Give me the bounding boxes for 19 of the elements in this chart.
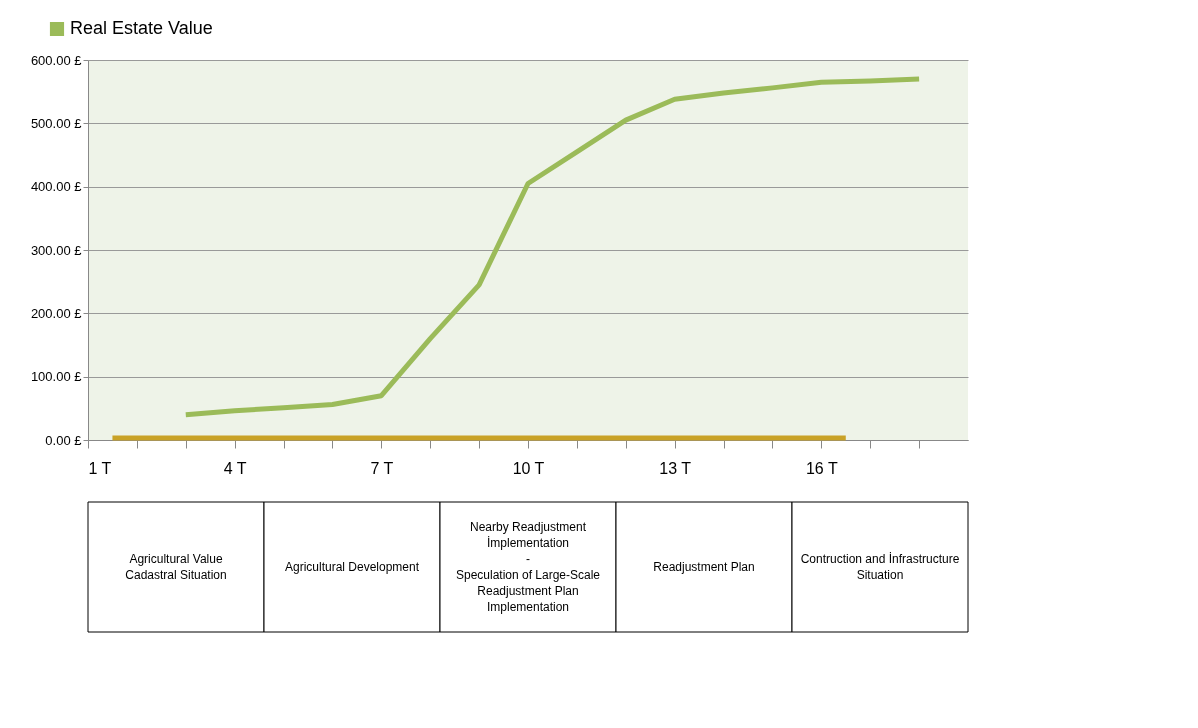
y-tick-label: 0.00 £ <box>45 432 83 448</box>
x-tick-label: 4 T <box>223 459 247 477</box>
text: Nearby Readjustment İmplementation - Speculation of Large-Scale Readjustment Plan Implementation <box>455 520 601 614</box>
text: Agricultural Value Cadastral Situation <box>125 552 227 582</box>
y-tick-label: 100.00 £ <box>30 369 83 385</box>
text: Agricultural Development <box>284 560 420 574</box>
y-tick-label: 600.00 £ <box>30 52 83 68</box>
text: Readjustment Plan <box>653 560 755 574</box>
x-tick-label: 16 T <box>805 459 838 477</box>
x-tick-label: 1 T <box>88 459 112 477</box>
x-tick-label: 7 T <box>370 459 394 477</box>
x-tick-label: 10 T <box>512 459 545 477</box>
y-tick-label: 400.00 £ <box>30 179 83 195</box>
y-tick-label: 200.00 £ <box>30 305 83 321</box>
y-tick-label: 500.00 £ <box>30 115 83 131</box>
legend-label: Real Estate Value <box>70 18 213 38</box>
text: Contruction and İnfrastructure Situation <box>800 552 960 582</box>
x-tick-label: 13 T <box>659 459 692 477</box>
y-tick-label: 300.00 £ <box>30 242 83 258</box>
